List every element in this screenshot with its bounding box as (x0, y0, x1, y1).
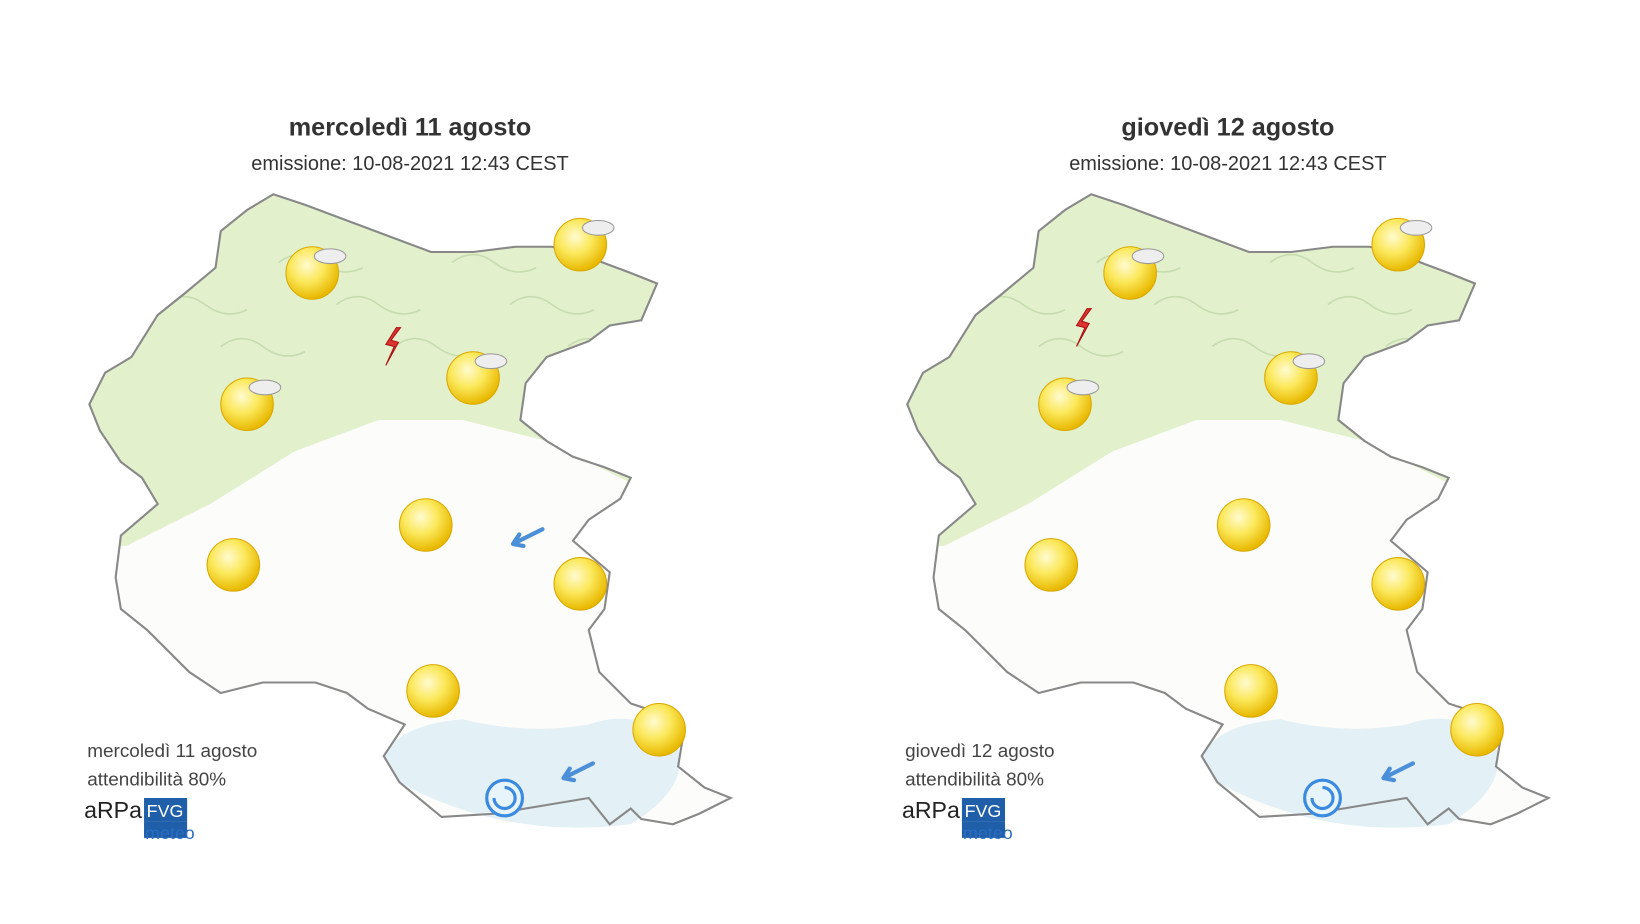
emission-time: emissione: 10-08-2021 12:43 CEST (251, 153, 568, 175)
relief-line (1327, 295, 1413, 315)
logo-service: meteo (963, 823, 1013, 843)
relief-line (451, 253, 537, 273)
forecast-day: giovedì 12 agosto (905, 741, 1054, 762)
sea-state-icon (485, 778, 525, 818)
forecast-panel: giovedì 12 agosto emissione: 10-08-2021 1… (902, 113, 1552, 843)
relief-line (509, 295, 595, 315)
forecast-panel: mercoledì 11 agosto emissione: 10-08-2021… (84, 113, 734, 843)
cloud-icon (248, 379, 282, 396)
wind-arrow (1381, 761, 1416, 783)
logo-brand: aRPa (84, 797, 142, 823)
sun-icon (553, 557, 608, 611)
relief-line (104, 253, 190, 273)
reliability: attendibilità 80% (87, 769, 226, 790)
relief-line (1153, 295, 1239, 315)
region-outline (88, 193, 734, 826)
map-title: giovedì 12 agosto (1121, 113, 1334, 141)
wind-arrow (561, 761, 596, 783)
sun-icon (632, 702, 686, 757)
logo-brand: aRPa (902, 797, 960, 823)
map-title: mercoledì 11 agosto (289, 113, 531, 141)
sea-state-icon (1303, 778, 1342, 818)
lightning-icon (384, 327, 402, 366)
reliability: attendibilità 80% (905, 769, 1044, 790)
wind-arrow (510, 527, 545, 549)
logo-region: FVG (965, 801, 1002, 821)
sea (383, 718, 681, 828)
logo-service: meteo (145, 823, 195, 843)
cloud-icon (581, 219, 615, 236)
sun-icon (1216, 498, 1271, 552)
sun-icon (1224, 664, 1278, 718)
sea (1201, 718, 1499, 828)
logo-box (961, 798, 1006, 822)
cloud-icon (1292, 353, 1326, 370)
logo-box (144, 798, 188, 822)
sun-icon (1371, 557, 1426, 611)
sun-icon (206, 538, 261, 592)
logo-stripe (144, 821, 188, 838)
cloud-icon (1131, 248, 1165, 265)
sea-state-arrow (492, 785, 517, 811)
sun-icon (1450, 702, 1504, 757)
sun-icon (398, 498, 453, 552)
relief-line (922, 253, 1008, 273)
cloud-icon (1399, 219, 1433, 236)
relief-line (1269, 253, 1355, 273)
logo-stripe (961, 821, 1006, 838)
sea-state-arrow (1310, 785, 1335, 811)
relief-line (1038, 337, 1124, 357)
sun-icon (1024, 538, 1079, 592)
relief-line (335, 295, 421, 315)
region-outline (906, 193, 1552, 826)
sun-icon (406, 664, 460, 718)
forecast-day: mercoledì 11 agosto (87, 741, 257, 762)
cloud-icon (474, 353, 508, 370)
lightning-icon (1075, 308, 1093, 347)
relief-line (220, 337, 306, 357)
cloud-icon (313, 248, 347, 265)
cloud-icon (1066, 379, 1100, 396)
emission-time: emissione: 10-08-2021 12:43 CEST (1069, 153, 1386, 175)
logo-region: FVG (147, 801, 184, 821)
